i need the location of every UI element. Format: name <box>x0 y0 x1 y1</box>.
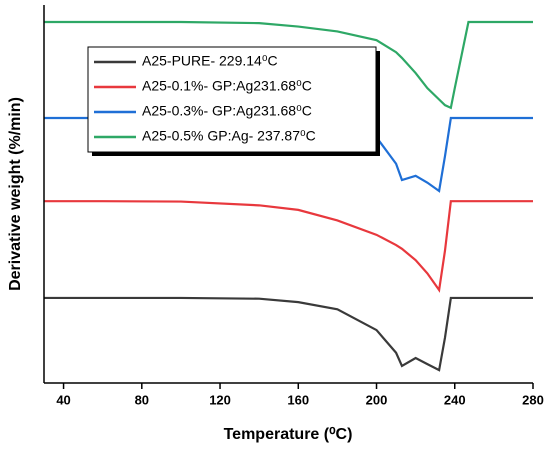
legend-label: A25-0.5% GP:Ag- 237.87⁰C <box>142 128 316 144</box>
legend-label: A25-0.3%- GP:Ag231.68⁰C <box>142 103 312 119</box>
x-tick-label: 160 <box>287 392 309 407</box>
x-tick-label: 80 <box>135 392 149 407</box>
x-tick-label: 200 <box>366 392 388 407</box>
x-tick-label: 40 <box>56 392 70 407</box>
legend-label: A25-0.1%- GP:Ag231.68⁰C <box>142 78 312 94</box>
x-tick-label: 240 <box>444 392 466 407</box>
legend <box>87 46 377 153</box>
line-series <box>44 20 533 110</box>
legend-label: A25-PURE- 229.14⁰C <box>142 53 278 69</box>
x-tick-label: 120 <box>209 392 231 407</box>
line-series <box>44 296 533 372</box>
x-axis-label: Temperature (⁰C) <box>224 426 353 443</box>
y-axis-label: Derivative weight (%/min) <box>7 97 24 291</box>
line-series <box>44 200 533 293</box>
x-tick-label: 280 <box>522 392 544 407</box>
